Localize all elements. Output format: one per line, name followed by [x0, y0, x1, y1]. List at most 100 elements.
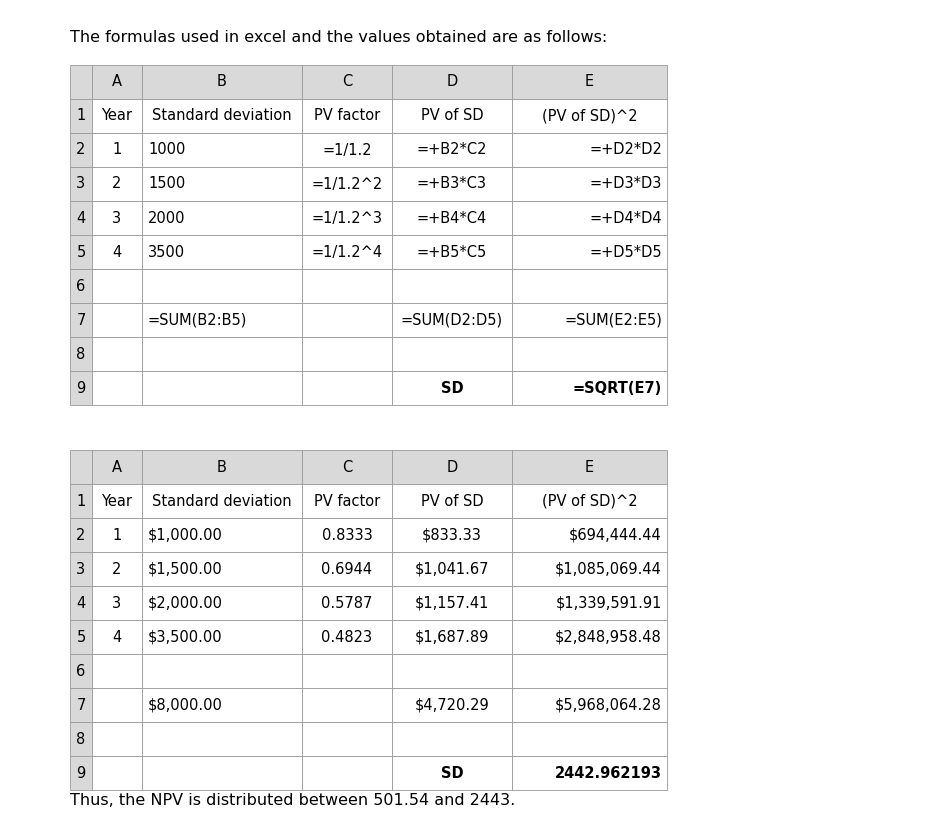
Text: E: E	[584, 75, 593, 90]
Bar	[70, 99, 92, 133]
Bar	[70, 450, 92, 484]
Bar	[391, 303, 512, 337]
Bar	[512, 167, 667, 201]
Text: 0.5787: 0.5787	[321, 595, 373, 611]
Text: Standard deviation: Standard deviation	[152, 494, 291, 509]
Text: =+D5*D5: =+D5*D5	[589, 245, 661, 260]
Bar	[391, 65, 512, 99]
Bar	[301, 303, 391, 337]
Text: 9: 9	[76, 380, 85, 396]
Text: A: A	[112, 460, 121, 475]
Text: $3,500.00: $3,500.00	[147, 629, 222, 645]
Text: 4: 4	[76, 211, 85, 226]
Bar	[70, 65, 92, 99]
Bar	[70, 269, 92, 303]
Bar	[391, 201, 512, 235]
Text: 5: 5	[76, 629, 85, 645]
Text: $1,339,591.91: $1,339,591.91	[555, 595, 661, 611]
Bar	[301, 337, 391, 371]
Bar	[70, 586, 92, 620]
Text: =+D3*D3: =+D3*D3	[589, 177, 661, 192]
Text: B: B	[217, 460, 227, 475]
Text: The formulas used in excel and the values obtained are as follows:: The formulas used in excel and the value…	[70, 31, 606, 46]
Bar	[92, 337, 142, 371]
Text: =+D4*D4: =+D4*D4	[589, 211, 661, 226]
Bar	[92, 722, 142, 756]
Text: $1,157.41: $1,157.41	[414, 595, 489, 611]
Text: 0.4823: 0.4823	[321, 629, 372, 645]
Bar	[391, 484, 512, 518]
Text: $1,000.00: $1,000.00	[147, 528, 222, 543]
Text: 6: 6	[76, 279, 85, 294]
Bar	[142, 133, 301, 167]
Bar	[301, 167, 391, 201]
Bar	[301, 518, 391, 552]
Text: Year: Year	[101, 494, 133, 509]
Bar	[512, 450, 667, 484]
Bar	[142, 167, 301, 201]
Bar	[512, 65, 667, 99]
Text: $833.33: $833.33	[422, 528, 481, 543]
Bar	[92, 133, 142, 167]
Text: A: A	[112, 75, 121, 90]
Bar	[512, 269, 667, 303]
Text: PV factor: PV factor	[313, 494, 380, 509]
Bar	[301, 235, 391, 269]
Bar	[142, 586, 301, 620]
Bar	[70, 235, 92, 269]
Bar	[301, 722, 391, 756]
Bar	[391, 99, 512, 133]
Bar	[142, 484, 301, 518]
Bar	[92, 756, 142, 790]
Bar	[391, 133, 512, 167]
Bar	[391, 371, 512, 405]
Text: D: D	[446, 460, 457, 475]
Bar	[70, 756, 92, 790]
Bar	[391, 269, 512, 303]
Bar	[301, 620, 391, 654]
Text: PV factor: PV factor	[313, 109, 380, 124]
Bar	[512, 337, 667, 371]
Text: $2,000.00: $2,000.00	[147, 595, 222, 611]
Bar	[512, 552, 667, 586]
Bar	[391, 167, 512, 201]
Bar	[70, 303, 92, 337]
Text: 0.6944: 0.6944	[321, 562, 372, 577]
Bar	[391, 235, 512, 269]
Bar	[92, 269, 142, 303]
Bar	[142, 552, 301, 586]
Text: $2,848,958.48: $2,848,958.48	[554, 629, 661, 645]
Text: =+B2*C2: =+B2*C2	[416, 143, 487, 158]
Bar	[512, 99, 667, 133]
Bar	[142, 201, 301, 235]
Bar	[391, 552, 512, 586]
Text: $8,000.00: $8,000.00	[147, 697, 222, 712]
Text: PV of SD: PV of SD	[420, 494, 483, 509]
Text: E: E	[584, 460, 593, 475]
Bar	[70, 337, 92, 371]
Bar	[512, 756, 667, 790]
Text: $1,500.00: $1,500.00	[147, 562, 222, 577]
Bar	[92, 167, 142, 201]
Text: 9: 9	[76, 765, 85, 780]
Bar	[142, 269, 301, 303]
Text: 2000: 2000	[147, 211, 185, 226]
Bar	[142, 654, 301, 688]
Text: 1: 1	[112, 528, 121, 543]
Text: 2: 2	[76, 143, 85, 158]
Text: =1/1.2^4: =1/1.2^4	[311, 245, 382, 260]
Text: Thus, the NPV is distributed between 501.54 and 2443.: Thus, the NPV is distributed between 501…	[70, 793, 514, 808]
Bar	[142, 235, 301, 269]
Text: $1,687.89: $1,687.89	[414, 629, 489, 645]
Bar	[70, 552, 92, 586]
Bar	[92, 688, 142, 722]
Bar	[92, 235, 142, 269]
Text: C: C	[341, 75, 351, 90]
Bar	[512, 371, 667, 405]
Text: =1/1.2: =1/1.2	[322, 143, 372, 158]
Bar	[142, 65, 301, 99]
Bar	[142, 518, 301, 552]
Text: =+B5*C5: =+B5*C5	[416, 245, 487, 260]
Text: 3: 3	[112, 211, 121, 226]
Text: Standard deviation: Standard deviation	[152, 109, 291, 124]
